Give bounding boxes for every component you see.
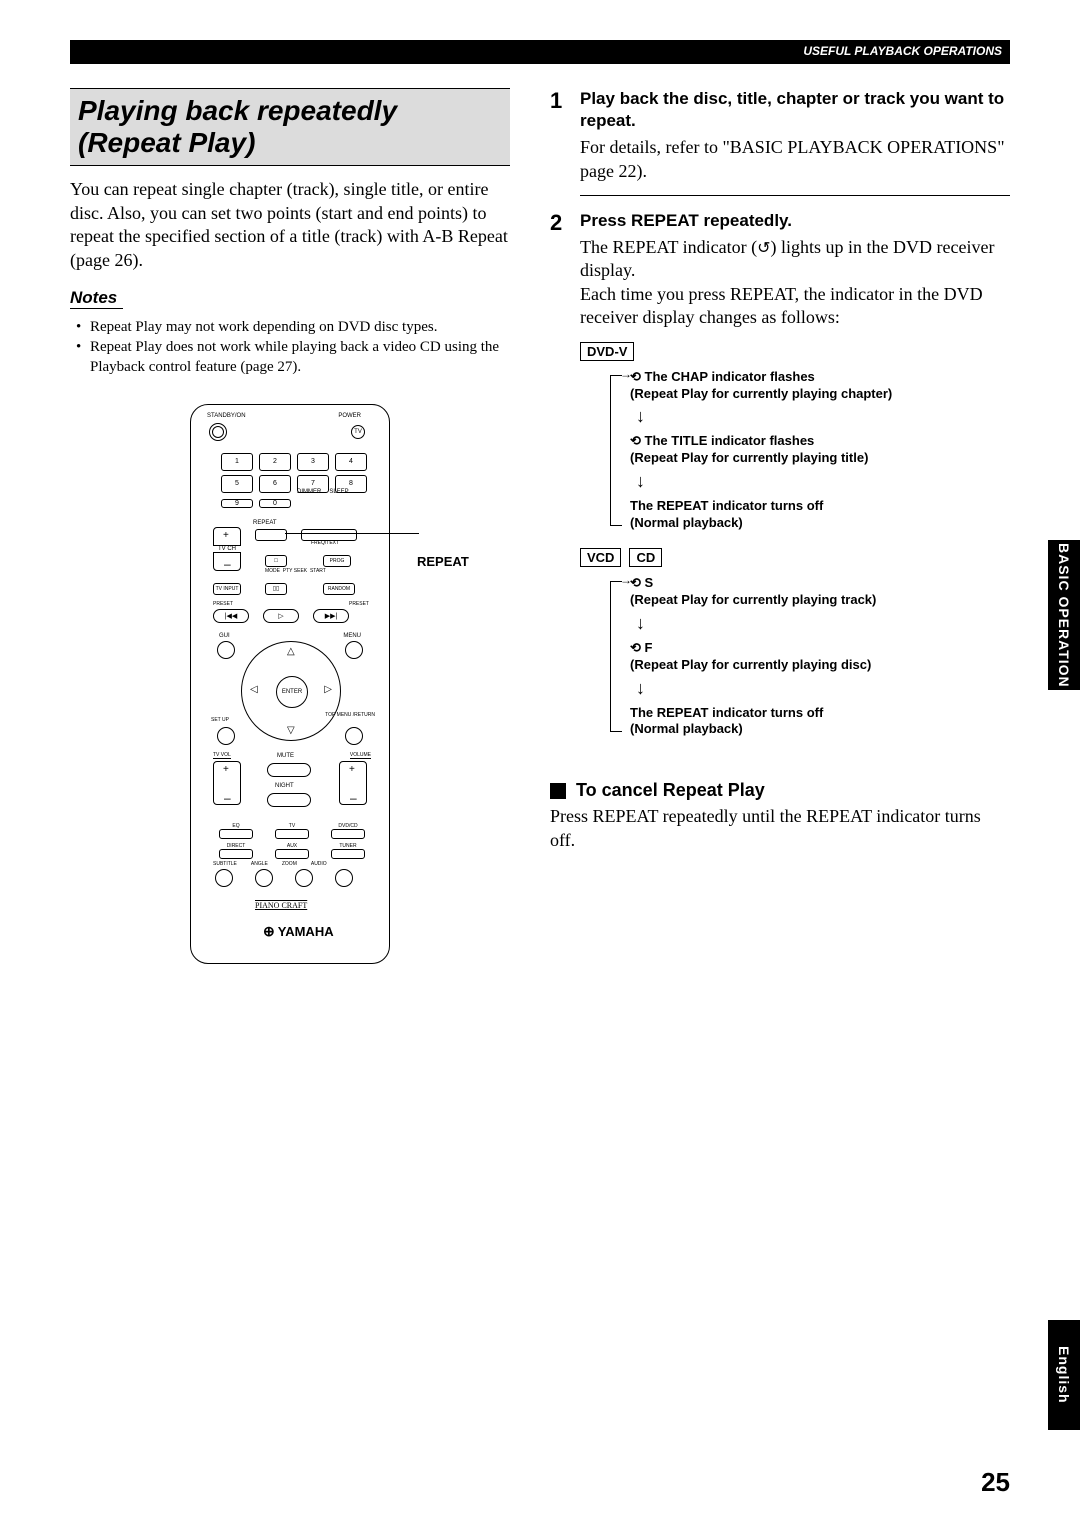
- remote-label: SLEEP: [329, 489, 348, 495]
- down-arrow-icon: ↓: [636, 406, 1010, 427]
- nav-pad: △ ▽ ◁ ▷ ENTER: [241, 641, 341, 741]
- num-btn: 6: [259, 475, 291, 493]
- num-btn: 1: [221, 453, 253, 471]
- mute-button: [267, 763, 311, 777]
- remote-label: REPEAT: [253, 520, 277, 526]
- random-button: RANDOM: [323, 583, 355, 595]
- square-bullet-icon: [550, 783, 566, 799]
- step-title: Press REPEAT repeatedly.: [580, 210, 1010, 232]
- step-text: The REPEAT indicator (↺) lights up in th…: [580, 236, 1010, 283]
- remote-label: NIGHT: [275, 783, 294, 789]
- down-arrow-icon: ↓: [636, 678, 1010, 699]
- tv-button: TV: [351, 425, 365, 439]
- num-btn: 2: [259, 453, 291, 471]
- remote-label: FREQ/TEXT: [311, 540, 339, 546]
- section-title-box: Playing back repeatedly (Repeat Play): [70, 88, 510, 166]
- remote-label: TOP MENU /RETURN: [325, 713, 375, 718]
- setup-button: [217, 727, 235, 745]
- remote-label: DIMMER: [297, 489, 321, 495]
- num-btn: 9: [221, 499, 253, 508]
- remote-label: SET UP: [211, 717, 229, 723]
- step-text: Each time you press REPEAT, the indicato…: [580, 283, 1010, 330]
- remote-label: PRESET: [213, 601, 233, 607]
- vcd-tag: VCD: [580, 548, 621, 567]
- audio-button: [335, 869, 353, 887]
- repeat-icon: ↺: [757, 239, 770, 260]
- remote-label: MUTE: [277, 753, 294, 759]
- header-text: USEFUL PLAYBACK OPERATIONS: [803, 44, 1002, 58]
- gui-button: [217, 641, 235, 659]
- prev-button: |◀◀: [213, 609, 249, 623]
- subtitle-button: [215, 869, 233, 887]
- topmenu-button: [345, 727, 363, 745]
- cancel-title: To cancel Repeat Play: [576, 780, 765, 801]
- yamaha-logo: YAMAHA: [263, 923, 334, 940]
- night-button: [267, 793, 311, 807]
- step-text: For details, refer to "BASIC PLAYBACK OP…: [580, 136, 1010, 183]
- cancel-text: Press REPEAT repeatedly until the REPEAT…: [550, 805, 1010, 852]
- section-title-l1: Playing back repeatedly: [78, 95, 502, 127]
- cd-tag: CD: [629, 548, 662, 567]
- remote-label: STANDBY/ON: [207, 413, 246, 419]
- note-item: Repeat Play does not work while playing …: [80, 337, 510, 378]
- side-tab-basic-operation: BASIC OPERATION: [1048, 540, 1080, 690]
- step-title: Play back the disc, title, chapter or tr…: [580, 88, 1010, 132]
- remote-label: TV VOL: [213, 752, 231, 759]
- remote-label: TV CH: [213, 545, 241, 553]
- angle-button: [255, 869, 273, 887]
- dvdv-sequence: ⟲ The CHAP indicator flashes(Repeat Play…: [610, 369, 1010, 532]
- note-item: Repeat Play may not work depending on DV…: [80, 317, 510, 337]
- remote-label: MODE PTY SEEK START: [265, 568, 326, 574]
- menu-button: [345, 641, 363, 659]
- step-number: 1: [550, 88, 580, 196]
- vcd-sequence: ⟲ S(Repeat Play for currently playing tr…: [610, 575, 1010, 738]
- step-number: 2: [550, 210, 580, 766]
- zoom-button: [295, 869, 313, 887]
- intro-text: You can repeat single chapter (track), s…: [70, 178, 510, 272]
- page-number: 25: [981, 1467, 1010, 1498]
- remote-label: GUI: [219, 633, 230, 639]
- cancel-subsection: To cancel Repeat Play: [550, 780, 1010, 801]
- remote-label: PRESET: [349, 601, 369, 607]
- next-button: ▶▶|: [313, 609, 349, 623]
- num-btn: 4: [335, 453, 367, 471]
- repeat-callout: REPEAT: [417, 554, 469, 569]
- tvvol-rocker: [213, 761, 241, 805]
- side-tab-english: English: [1048, 1320, 1080, 1430]
- notes-list: Repeat Play may not work depending on DV…: [70, 317, 510, 378]
- num-btn: 3: [297, 453, 329, 471]
- remote-label: POWER: [338, 413, 361, 419]
- header-bar: USEFUL PLAYBACK OPERATIONS: [70, 40, 1010, 64]
- piano-craft-label: PIANO CRAFT: [255, 901, 307, 910]
- standby-button: [209, 423, 227, 441]
- play-button: ▷: [263, 609, 299, 623]
- down-arrow-icon: ↓: [636, 613, 1010, 634]
- step-1: 1 Play back the disc, title, chapter or …: [550, 88, 1010, 196]
- step-2: 2 Press REPEAT repeatedly. The REPEAT in…: [550, 210, 1010, 766]
- remote-label: MENU: [343, 633, 361, 639]
- stop-button: □: [265, 555, 287, 567]
- tvinput-button: TV INPUT: [213, 583, 241, 595]
- down-arrow-icon: ↓: [636, 471, 1010, 492]
- notes-title: Notes: [70, 288, 123, 309]
- num-btn: 5: [221, 475, 253, 493]
- repeat-button: [255, 529, 287, 541]
- num-btn: 0: [259, 499, 291, 508]
- volume-rocker: [339, 761, 367, 805]
- remote-illustration: STANDBY/ON POWER TV 1 2 3 4 5 6 7 8: [70, 404, 510, 964]
- pause-button: ▯▯: [265, 583, 287, 595]
- dvdv-tag: DVD-V: [580, 342, 634, 361]
- remote-label: VOLUME: [350, 752, 371, 759]
- section-title-l2: (Repeat Play): [78, 127, 502, 159]
- prog-button: PROG: [323, 555, 351, 567]
